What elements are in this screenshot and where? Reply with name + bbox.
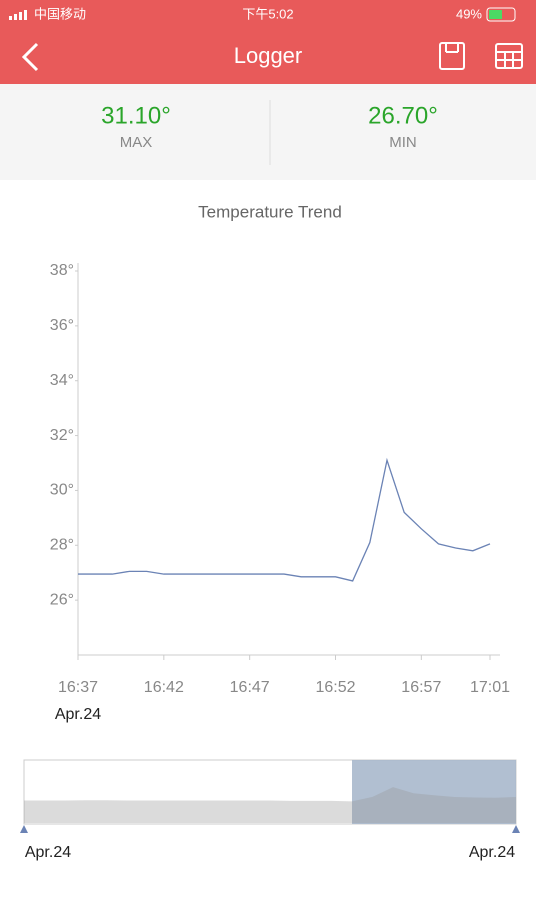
slider-end: Apr.24 <box>469 844 515 861</box>
clock: 下午5:02 <box>242 6 293 21</box>
slider-handle[interactable] <box>512 825 520 833</box>
slider-handle[interactable] <box>20 825 28 833</box>
back-button[interactable] <box>21 42 39 72</box>
slider-start: Apr.24 <box>25 844 71 861</box>
y-tick-label: 36° <box>50 317 74 334</box>
battery-text: 49% <box>456 6 482 21</box>
y-tick-label: 28° <box>50 537 74 554</box>
signal-icon <box>9 10 27 20</box>
y-tick-label: 32° <box>50 427 74 444</box>
line <box>78 457 491 582</box>
battery-icon <box>486 7 516 22</box>
x-tick-label: 17:01 <box>470 679 510 696</box>
y-tick-label: 30° <box>50 482 74 499</box>
max-label: MAX <box>120 134 153 151</box>
carrier: 中国移动 <box>34 6 86 21</box>
max-value: 31.10° <box>101 102 171 129</box>
x-tick-label: 16:37 <box>58 679 98 696</box>
overview-area <box>24 787 516 823</box>
y-tick-label: 26° <box>50 591 74 608</box>
stats-bg <box>0 84 536 180</box>
x-tick-label: 16:42 <box>144 679 184 696</box>
y-tick-label: 34° <box>50 372 74 389</box>
min-value: 26.70° <box>368 102 438 129</box>
table-button[interactable] <box>495 43 523 69</box>
save-button[interactable] <box>439 42 465 70</box>
nav-title: Logger <box>234 43 303 68</box>
date-label: Apr.24 <box>55 706 101 723</box>
min-label: MIN <box>389 134 417 151</box>
y-tick-label: 38° <box>50 262 74 279</box>
slider-window[interactable] <box>352 760 516 824</box>
x-tick-label: 16:47 <box>230 679 270 696</box>
x-tick-label: 16:57 <box>401 679 441 696</box>
chart-title: Temperature Trend <box>198 202 342 221</box>
x-tick-label: 16:52 <box>315 679 355 696</box>
